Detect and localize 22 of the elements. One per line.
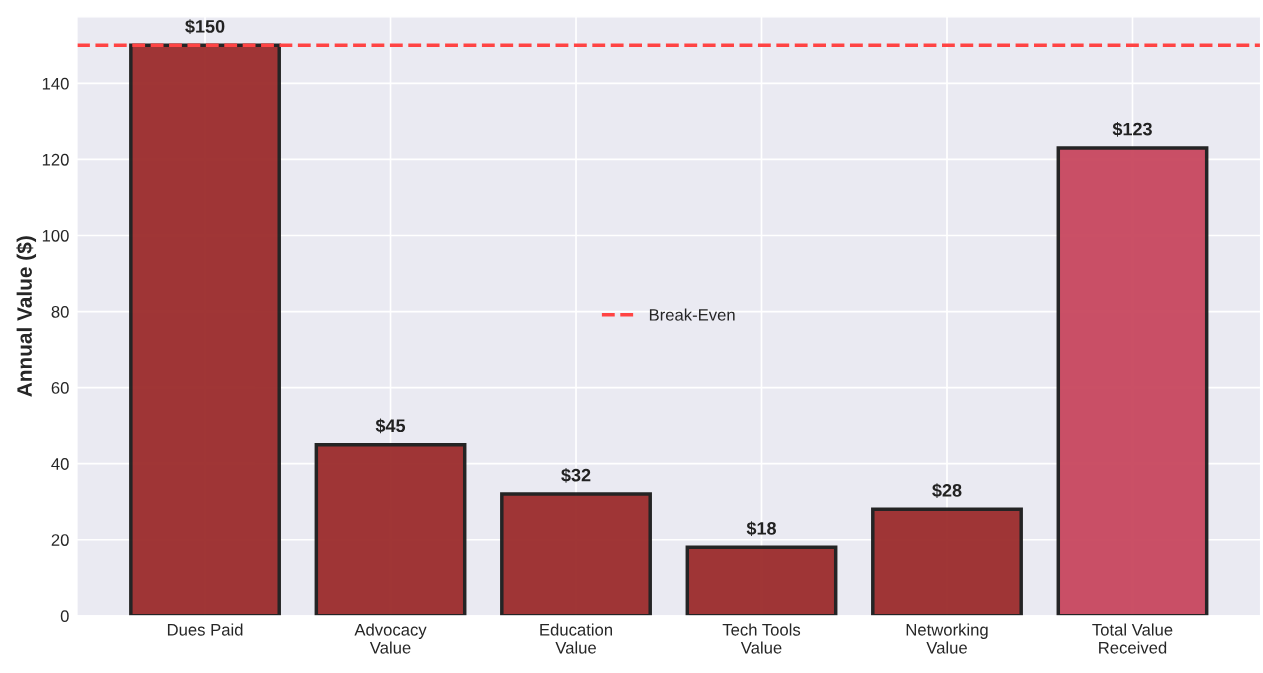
x-tick-label: Tech Tools Value bbox=[722, 623, 801, 654]
y-tick-label: 0 bbox=[60, 610, 69, 622]
data-label: $123 bbox=[1112, 121, 1152, 137]
x-tick-label: Dues Paid bbox=[167, 623, 243, 636]
y-tick-label: 140 bbox=[42, 77, 69, 90]
x-tick-label: Networking Value bbox=[906, 623, 988, 654]
x-tick-label: Advocacy Value bbox=[354, 623, 427, 654]
y-tick-label: 120 bbox=[42, 153, 69, 166]
y-tick-label: 80 bbox=[51, 305, 69, 318]
data-label: $150 bbox=[185, 19, 225, 34]
x-tick-label: Total Value Received bbox=[1092, 623, 1173, 654]
y-tick-label: 100 bbox=[42, 229, 69, 242]
x-tick-label: Education Value bbox=[540, 623, 612, 654]
y-tick-label: 20 bbox=[51, 534, 69, 546]
legend-label: Break-Even bbox=[649, 308, 735, 321]
data-label: $28 bbox=[932, 483, 962, 498]
y-axis-title: Annual Value ($) bbox=[16, 236, 37, 397]
y-tick-label: 40 bbox=[51, 458, 69, 470]
data-label: $18 bbox=[746, 521, 777, 536]
data-label: $45 bbox=[375, 418, 406, 434]
y-tick-label: 60 bbox=[51, 382, 69, 394]
data-label: $32 bbox=[561, 467, 591, 483]
